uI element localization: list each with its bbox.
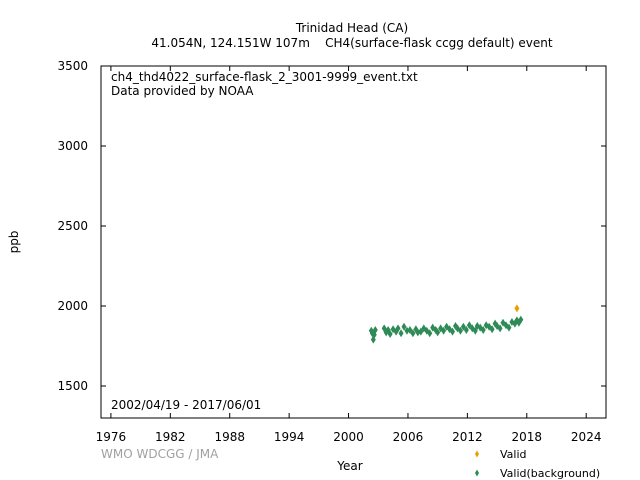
chart-subtitle: 41.054N, 124.151W 107m CH4(surface-flask… (151, 36, 553, 50)
y-axis-label: ppb (7, 231, 21, 254)
x-axis-label: Year (336, 459, 362, 473)
point-background (410, 329, 416, 338)
x-tick-label: 2018 (512, 430, 543, 444)
point-background (489, 325, 495, 334)
credit-text: WMO WDCGG / JMA (101, 447, 219, 461)
x-tick-label: 2012 (452, 430, 483, 444)
y-tick-label: 3000 (57, 139, 88, 153)
legend-marker-background (475, 469, 479, 477)
point-background (518, 315, 524, 324)
point-background (401, 322, 407, 331)
point-background (441, 326, 447, 335)
file-note: ch4_thd4022_surface-flask_2_3001-9999_ev… (111, 70, 418, 84)
date-range: 2002/04/19 - 2017/06/01 (111, 398, 261, 412)
point-background (387, 330, 393, 338)
x-tick-label: 1988 (214, 430, 245, 444)
point-background (427, 329, 433, 338)
point-background (395, 324, 401, 333)
x-tick-label: 1982 (155, 430, 186, 444)
y-axis: 1500 2000 2500 3000 3500 (57, 59, 606, 393)
x-tick-label: 1994 (274, 430, 305, 444)
x-tick-label: 2000 (333, 430, 364, 444)
point-background (435, 328, 441, 337)
x-axis: 1976 1982 1988 1994 2000 2006 2012 2018 2024 (96, 66, 602, 444)
x-tick-label: 1976 (96, 430, 127, 444)
x-tick-label: 2006 (393, 430, 424, 444)
data-points (368, 304, 524, 344)
point-background (509, 318, 515, 326)
legend-label-valid: Valid (500, 448, 527, 461)
point-background (497, 324, 503, 333)
point-background (506, 323, 512, 332)
point-background (480, 326, 486, 334)
legend-label-background: Valid(background) (500, 467, 600, 480)
chart-title: Trinidad Head (CA) (295, 21, 408, 35)
legend-marker-valid (475, 450, 479, 458)
point-background (457, 326, 463, 335)
y-tick-label: 1500 (57, 379, 88, 393)
plot-frame (100, 65, 607, 419)
point-background (450, 327, 456, 336)
point-background (463, 326, 469, 334)
y-tick-label: 3500 (57, 59, 88, 73)
point-background (372, 326, 378, 334)
point-background (398, 329, 404, 338)
point-valid (514, 304, 520, 313)
legend: Valid Valid(background) (475, 448, 600, 480)
y-tick-label: 2000 (57, 299, 88, 313)
provider-note: Data provided by NOAA (111, 84, 254, 98)
y-tick-label: 2500 (57, 219, 88, 233)
x-tick-label: 2024 (571, 430, 602, 444)
